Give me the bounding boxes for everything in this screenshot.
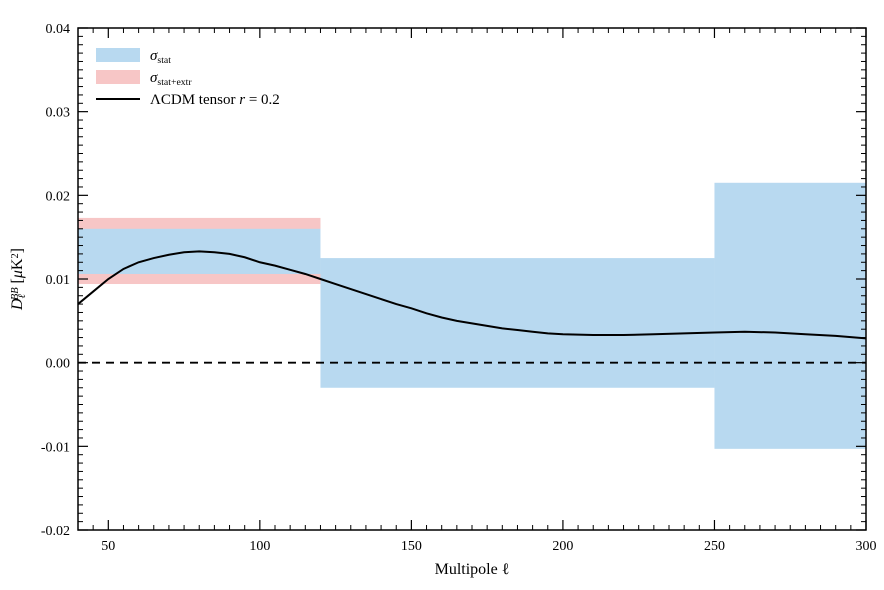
legend-label: ΛCDM tensor r = 0.2 <box>150 92 280 108</box>
legend-swatch <box>96 48 140 62</box>
y-tick-label: 0.00 <box>46 357 71 372</box>
x-tick-label: 250 <box>704 539 725 554</box>
x-tick-label: 200 <box>552 539 573 554</box>
sigma_stat-band <box>714 183 866 449</box>
sigma_stat-band <box>320 258 714 388</box>
chart-svg: 50 100 150 200 250 300 -0.02 -0.01 0.00 0.01 0.02 0… <box>0 0 884 590</box>
x-tick-label: 50 <box>101 539 115 554</box>
y-tick-label: 0.03 <box>46 106 71 121</box>
legend-swatch <box>96 70 140 84</box>
y-tick-label: -0.01 <box>41 440 70 455</box>
x-axis-label: Multipole ℓ <box>435 561 510 578</box>
y-tick-label: 0.01 <box>46 273 71 288</box>
y-tick-label: 0.02 <box>46 189 71 204</box>
y-tick-label: 0.04 <box>46 22 71 37</box>
y-tick-label: -0.02 <box>41 524 70 539</box>
chart-container: 50 100 150 200 250 300 -0.02 -0.01 0.00 0.01 0.02 0… <box>0 0 884 590</box>
sigma_stat_extr-band <box>78 218 320 229</box>
x-tick-label: 100 <box>249 539 270 554</box>
x-tick-label: 300 <box>856 539 877 554</box>
x-tick-label: 150 <box>401 539 422 554</box>
